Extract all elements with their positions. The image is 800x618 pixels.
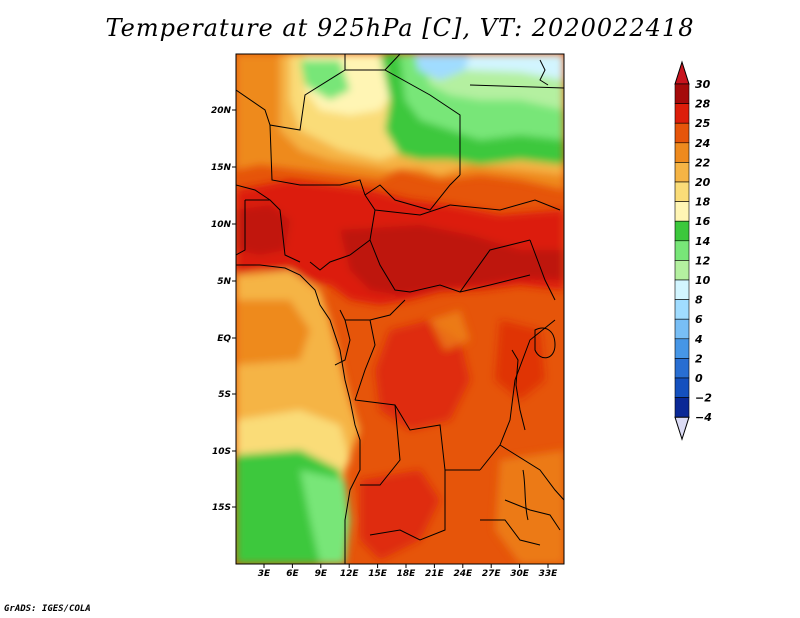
- country-borders: [236, 54, 564, 564]
- colorbar-top-arrow: [674, 60, 690, 85]
- lon-tick-label: 24E: [453, 569, 473, 579]
- colorbar-label: 10: [695, 274, 711, 287]
- lon-tick-label: 27E: [482, 569, 502, 579]
- colorbar-swatch: [674, 201, 690, 222]
- colorbar-label: −2: [695, 392, 712, 405]
- colorbar-label: 20: [695, 176, 711, 189]
- colorbar-swatch: [674, 299, 690, 320]
- lon-tick-label: 21E: [425, 569, 445, 579]
- colorbar-label: 16: [695, 215, 711, 228]
- lon-tick-label: 30E: [510, 569, 530, 579]
- grads-credit: GrADS: IGES/COLA: [4, 604, 91, 614]
- colorbar-label: 18: [695, 196, 711, 209]
- colorbar-swatch: [674, 279, 690, 300]
- colorbar-swatch: [674, 162, 690, 183]
- colorbar-swatch: [674, 358, 690, 379]
- colorbar-swatch: [674, 142, 690, 163]
- lon-tick-label: 9E: [315, 569, 328, 579]
- colorbar-label: 6: [695, 313, 703, 326]
- lat-tick-label: 20N: [211, 106, 232, 116]
- temperature-field: [236, 54, 564, 564]
- colorbar-label: 24: [695, 137, 710, 150]
- colorbar-label: 25: [695, 117, 711, 130]
- lon-tick-label: 6E: [286, 569, 299, 579]
- colorbar-swatch: [674, 83, 690, 104]
- colorbar-label: 2: [695, 352, 703, 365]
- map-title: Temperature at 925hPa [C], VT: 202002241…: [105, 14, 695, 42]
- colorbar-label: 8: [695, 294, 703, 307]
- lat-tick-label: 5N: [217, 277, 231, 287]
- colorbar-swatch: [674, 377, 690, 398]
- lat-tick-label: 10S: [212, 447, 231, 457]
- colorbar-swatch: [674, 220, 690, 242]
- colorbar-label: 0: [695, 372, 703, 385]
- colorbar-label: −4: [695, 411, 712, 424]
- lon-tick-label: 33E: [539, 569, 559, 579]
- colorbar-bottom-arrow: [674, 416, 690, 441]
- lon-tick-label: 18E: [397, 569, 417, 579]
- colorbar-label: 30: [695, 78, 711, 91]
- lat-tick-label: EQ: [217, 334, 231, 344]
- colorbar-swatch: [674, 240, 690, 261]
- colorbar-label: 28: [695, 98, 711, 111]
- colorbar-swatch: [674, 122, 690, 144]
- colorbar-label: 4: [694, 333, 703, 346]
- colorbar-swatch: [674, 181, 690, 202]
- colorbar-label: 12: [695, 254, 711, 267]
- colorbar-swatch: [674, 318, 690, 340]
- colorbar-swatch: [674, 103, 690, 124]
- lat-tick-label: 5S: [218, 390, 231, 400]
- colorbar-label: 14: [695, 235, 710, 248]
- latitude-axis: 20N 15N 10N 5N EQ 5S 10S 15S: [211, 106, 236, 513]
- lat-tick-label: 10N: [211, 220, 232, 230]
- longitude-axis: 3E 6E 9E 12E 15E 18E 21E 24E 27E 30E 33E: [258, 564, 558, 579]
- colorbar-swatch: [674, 260, 690, 281]
- lon-tick-label: 12E: [340, 569, 360, 579]
- colorbar-swatch: [674, 338, 690, 359]
- lon-tick-label: 15E: [368, 569, 388, 579]
- map-frame: [235, 53, 565, 565]
- lat-tick-label: 15N: [211, 163, 232, 173]
- lon-tick-label: 3E: [258, 569, 271, 579]
- colorbar-swatch: [674, 397, 690, 418]
- lat-tick-label: 15S: [212, 503, 231, 513]
- colorbar-label: 22: [695, 156, 711, 169]
